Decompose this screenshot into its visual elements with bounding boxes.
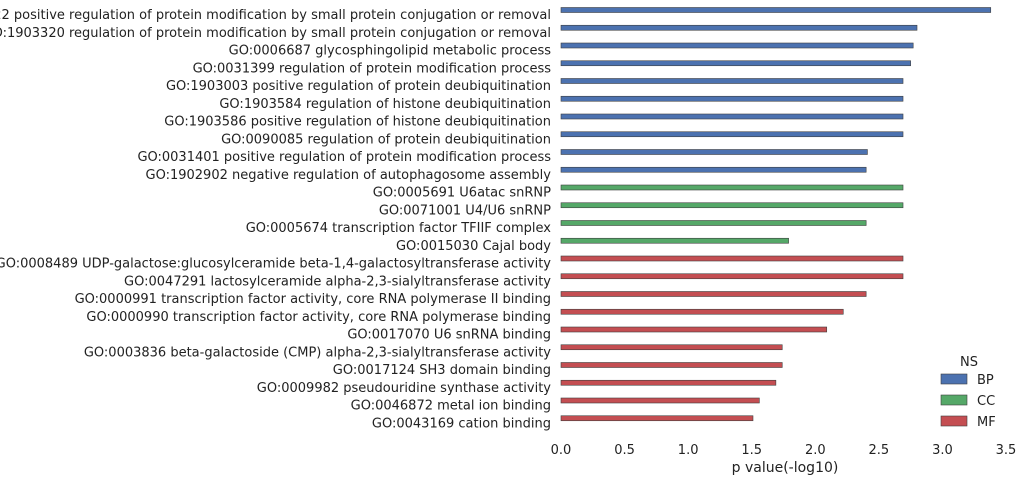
bar-mf [560,415,754,422]
bar-cc [560,220,867,226]
bars-layer [560,7,992,422]
x-axis-title: p value(-log10) [732,460,839,476]
x-tick-label: 0.5 [614,443,635,458]
category-label: GO:0003836 beta-galactoside (CMP) alpha-… [84,345,551,360]
category-label: GO:0031399 regulation of protein modific… [193,61,552,76]
category-label: GO:1902902 negative regulation of autoph… [146,168,552,183]
category-label: GO:1903584 regulation of histone deubiqu… [219,97,551,112]
x-axis-ticks: 0.0 0.5 1.0 1.5 2.0 2.5 3.0 3.5 [551,443,1017,458]
category-label: GO:0047291 lactosylceramide alpha-2,3-si… [124,274,551,289]
bar-bp [560,42,914,49]
bar-bp [560,7,992,13]
category-label: GO:1903586 positive regulation of histon… [164,115,551,130]
category-label: GO:0017070 U6 snRNA binding [347,328,551,343]
legend-title: NS [960,355,978,370]
x-tick-label: 0.0 [551,443,572,458]
bar-cc [560,184,904,191]
bar-mf [560,326,828,333]
category-label: GO:0006687 glycosphingolipid metabolic p… [229,44,552,59]
category-label: GO:0046872 metal ion binding [351,399,551,414]
bar-mf [560,273,904,280]
x-tick-label: 2.5 [869,443,890,458]
bar-mf [560,308,844,315]
bar-bp [560,149,868,155]
category-label: GO:0031401 positive regulation of protei… [137,150,551,165]
x-tick-label: 2.0 [805,443,826,458]
legend-entries: BP CC MF [940,373,996,430]
legend-label-mf: MF [977,415,996,430]
legend: NS BP CC MF [940,355,996,430]
category-label: GO:1903322 positive regulation of protei… [0,8,551,23]
bar-bp [560,24,918,31]
category-label: GO:0005691 U6atac snRNP [373,186,551,201]
x-tick-label: 1.5 [741,443,762,458]
category-label: GO:0017124 SH3 domain binding [333,363,551,378]
category-label: GO:0005674 transcription factor TFIIF co… [246,221,552,236]
bar-cc [560,202,904,209]
bar-bp [560,95,904,102]
bar-bp [560,113,904,120]
legend-label-cc: CC [977,394,995,409]
bar-bp [560,166,867,173]
legend-swatch-cc [940,394,968,406]
bar-mf [560,362,783,368]
bar-bp [560,78,904,84]
category-labels: GO:1903322 positive regulation of protei… [0,8,551,431]
x-tick-label: 3.5 [996,443,1017,458]
bar-bp [560,60,911,67]
category-label: GO:1903320 regulation of protein modific… [0,26,551,41]
bar-mf [560,344,783,351]
bar-mf [560,379,777,386]
category-label: GO:0090085 regulation of protein deubiqu… [221,132,551,147]
bar-bp [560,131,904,138]
x-tick-label: 3.0 [932,443,953,458]
bar-mf [560,291,867,297]
bar-mf [560,397,760,404]
bar-cc [560,237,789,244]
bar-mf [560,255,904,262]
category-label: GO:0000991 transcription factor activity… [75,292,551,307]
legend-swatch-bp [940,373,968,385]
legend-swatch-mf [940,415,968,427]
category-label: GO:0015030 Cajal body [396,239,551,254]
category-label: GO:0071001 U4/U6 snRNP [379,203,551,218]
category-label: GO:0008489 UDP-galactose:glucosylceramid… [0,257,551,272]
category-label: GO:0009982 pseudouridine synthase activi… [257,381,552,396]
category-label: GO:1903003 positive regulation of protei… [166,79,551,94]
category-label: GO:0043169 cation binding [372,416,551,431]
category-label: GO:0000990 transcription factor activity… [86,310,551,325]
legend-label-bp: BP [977,373,994,388]
x-tick-label: 1.0 [678,443,699,458]
